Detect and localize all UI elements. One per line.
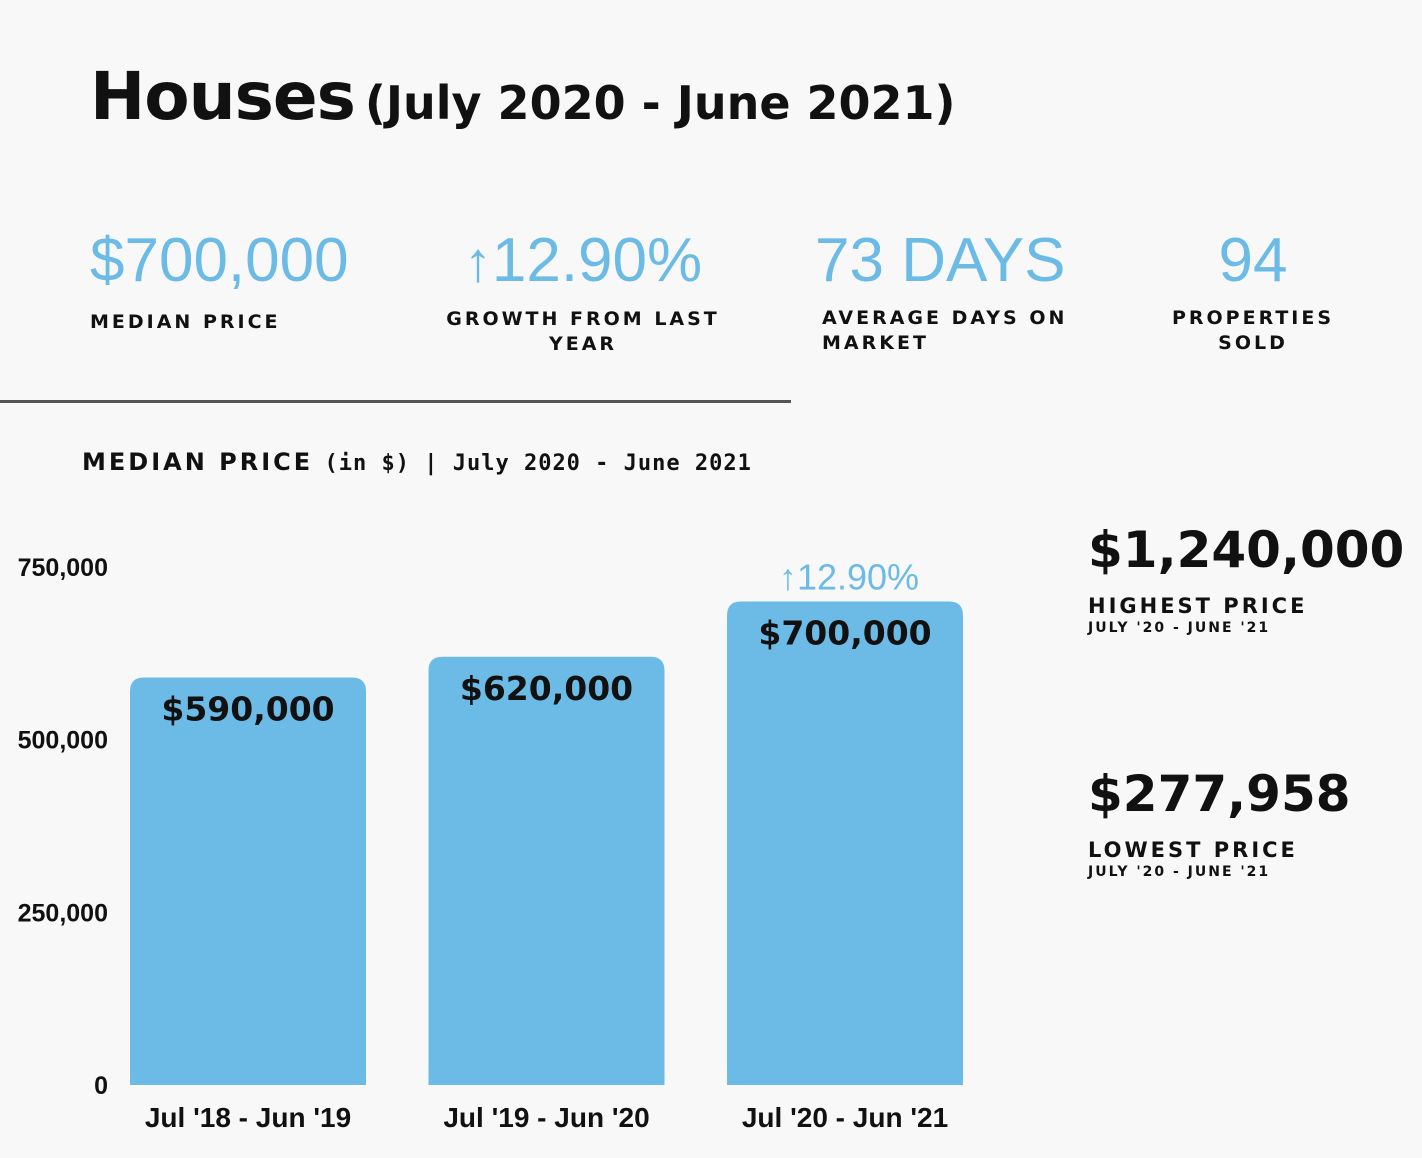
title-sub: (July 2020 - June 2021) — [364, 76, 956, 130]
growth-annotation: ↑12.90% — [779, 557, 919, 598]
stat-label: AVERAGE DAYS ON MARKET — [822, 307, 1068, 354]
chart-title-suffix: (in $) | July 2020 - June 2021 — [324, 451, 752, 476]
lowest-price-block: $277,958 LOWEST PRICE JULY '20 - JUNE '2… — [1088, 766, 1351, 880]
highest-price-label: HIGHEST PRICE — [1088, 594, 1308, 618]
stat-growth-value: 12.90% — [491, 226, 703, 295]
chart-title-main: MEDIAN PRICE — [82, 448, 314, 476]
lowest-price-amount: $277,958 — [1088, 765, 1351, 823]
stat-value: ↑12.90% — [418, 230, 748, 293]
page-title: Houses (July 2020 - June 2021) — [90, 58, 956, 135]
highest-price-amount: $1,240,000 — [1088, 521, 1405, 579]
stat-label: PROPERTIES SOLD — [1171, 307, 1335, 354]
median-price-bar-chart: 0 250,000 500,000 750,000 $590,000 Jul '18 - … — [18, 554, 963, 1133]
lowest-price-label: LOWEST PRICE — [1088, 838, 1298, 862]
stat-value: 94 — [1218, 226, 1288, 295]
bar — [428, 656, 665, 1085]
stat-label: MEDIAN PRICE — [90, 311, 281, 333]
stat-days-on-market: 73 DAYS AVERAGE DAYS ON MARKET — [815, 230, 1072, 356]
data-label: $620,000 — [460, 669, 633, 708]
stat-properties-sold: 94 PROPERTIES SOLD — [1138, 230, 1368, 356]
y-tick-label: 750,000 — [18, 554, 108, 582]
stat-growth: ↑12.90% GROWTH FROM LAST YEAR — [418, 230, 748, 357]
bar — [727, 601, 963, 1085]
bar — [130, 677, 366, 1085]
highest-price-block: $1,240,000 HIGHEST PRICE JULY '20 - JUNE… — [1088, 522, 1404, 636]
highest-price-range: JULY '20 - JUNE '21 — [1088, 620, 1271, 636]
x-tick-label: Jul '18 - Jun '19 — [145, 1102, 351, 1133]
up-arrow-icon: ↑ — [463, 230, 492, 293]
stat-value: 73 DAYS — [815, 226, 1066, 295]
lowest-price-range: JULY '20 - JUNE '21 — [1088, 864, 1271, 880]
x-tick-label: Jul '20 - Jun '21 — [742, 1102, 948, 1133]
stat-label: GROWTH FROM LAST YEAR — [446, 308, 720, 355]
chart-title: MEDIAN PRICE (in $) | July 2020 - June 2… — [82, 448, 752, 476]
divider — [0, 400, 791, 403]
y-tick-label: 500,000 — [18, 727, 108, 755]
x-tick-label: Jul '19 - Jun '20 — [443, 1102, 649, 1133]
data-label: $590,000 — [161, 690, 334, 729]
stat-median-price: $700,000 MEDIAN PRICE — [90, 230, 349, 335]
y-tick-label: 0 — [94, 1072, 108, 1100]
data-label: $700,000 — [758, 614, 931, 653]
stat-value: $700,000 — [90, 226, 349, 295]
title-main: Houses — [90, 58, 356, 135]
y-tick-label: 250,000 — [18, 899, 108, 927]
